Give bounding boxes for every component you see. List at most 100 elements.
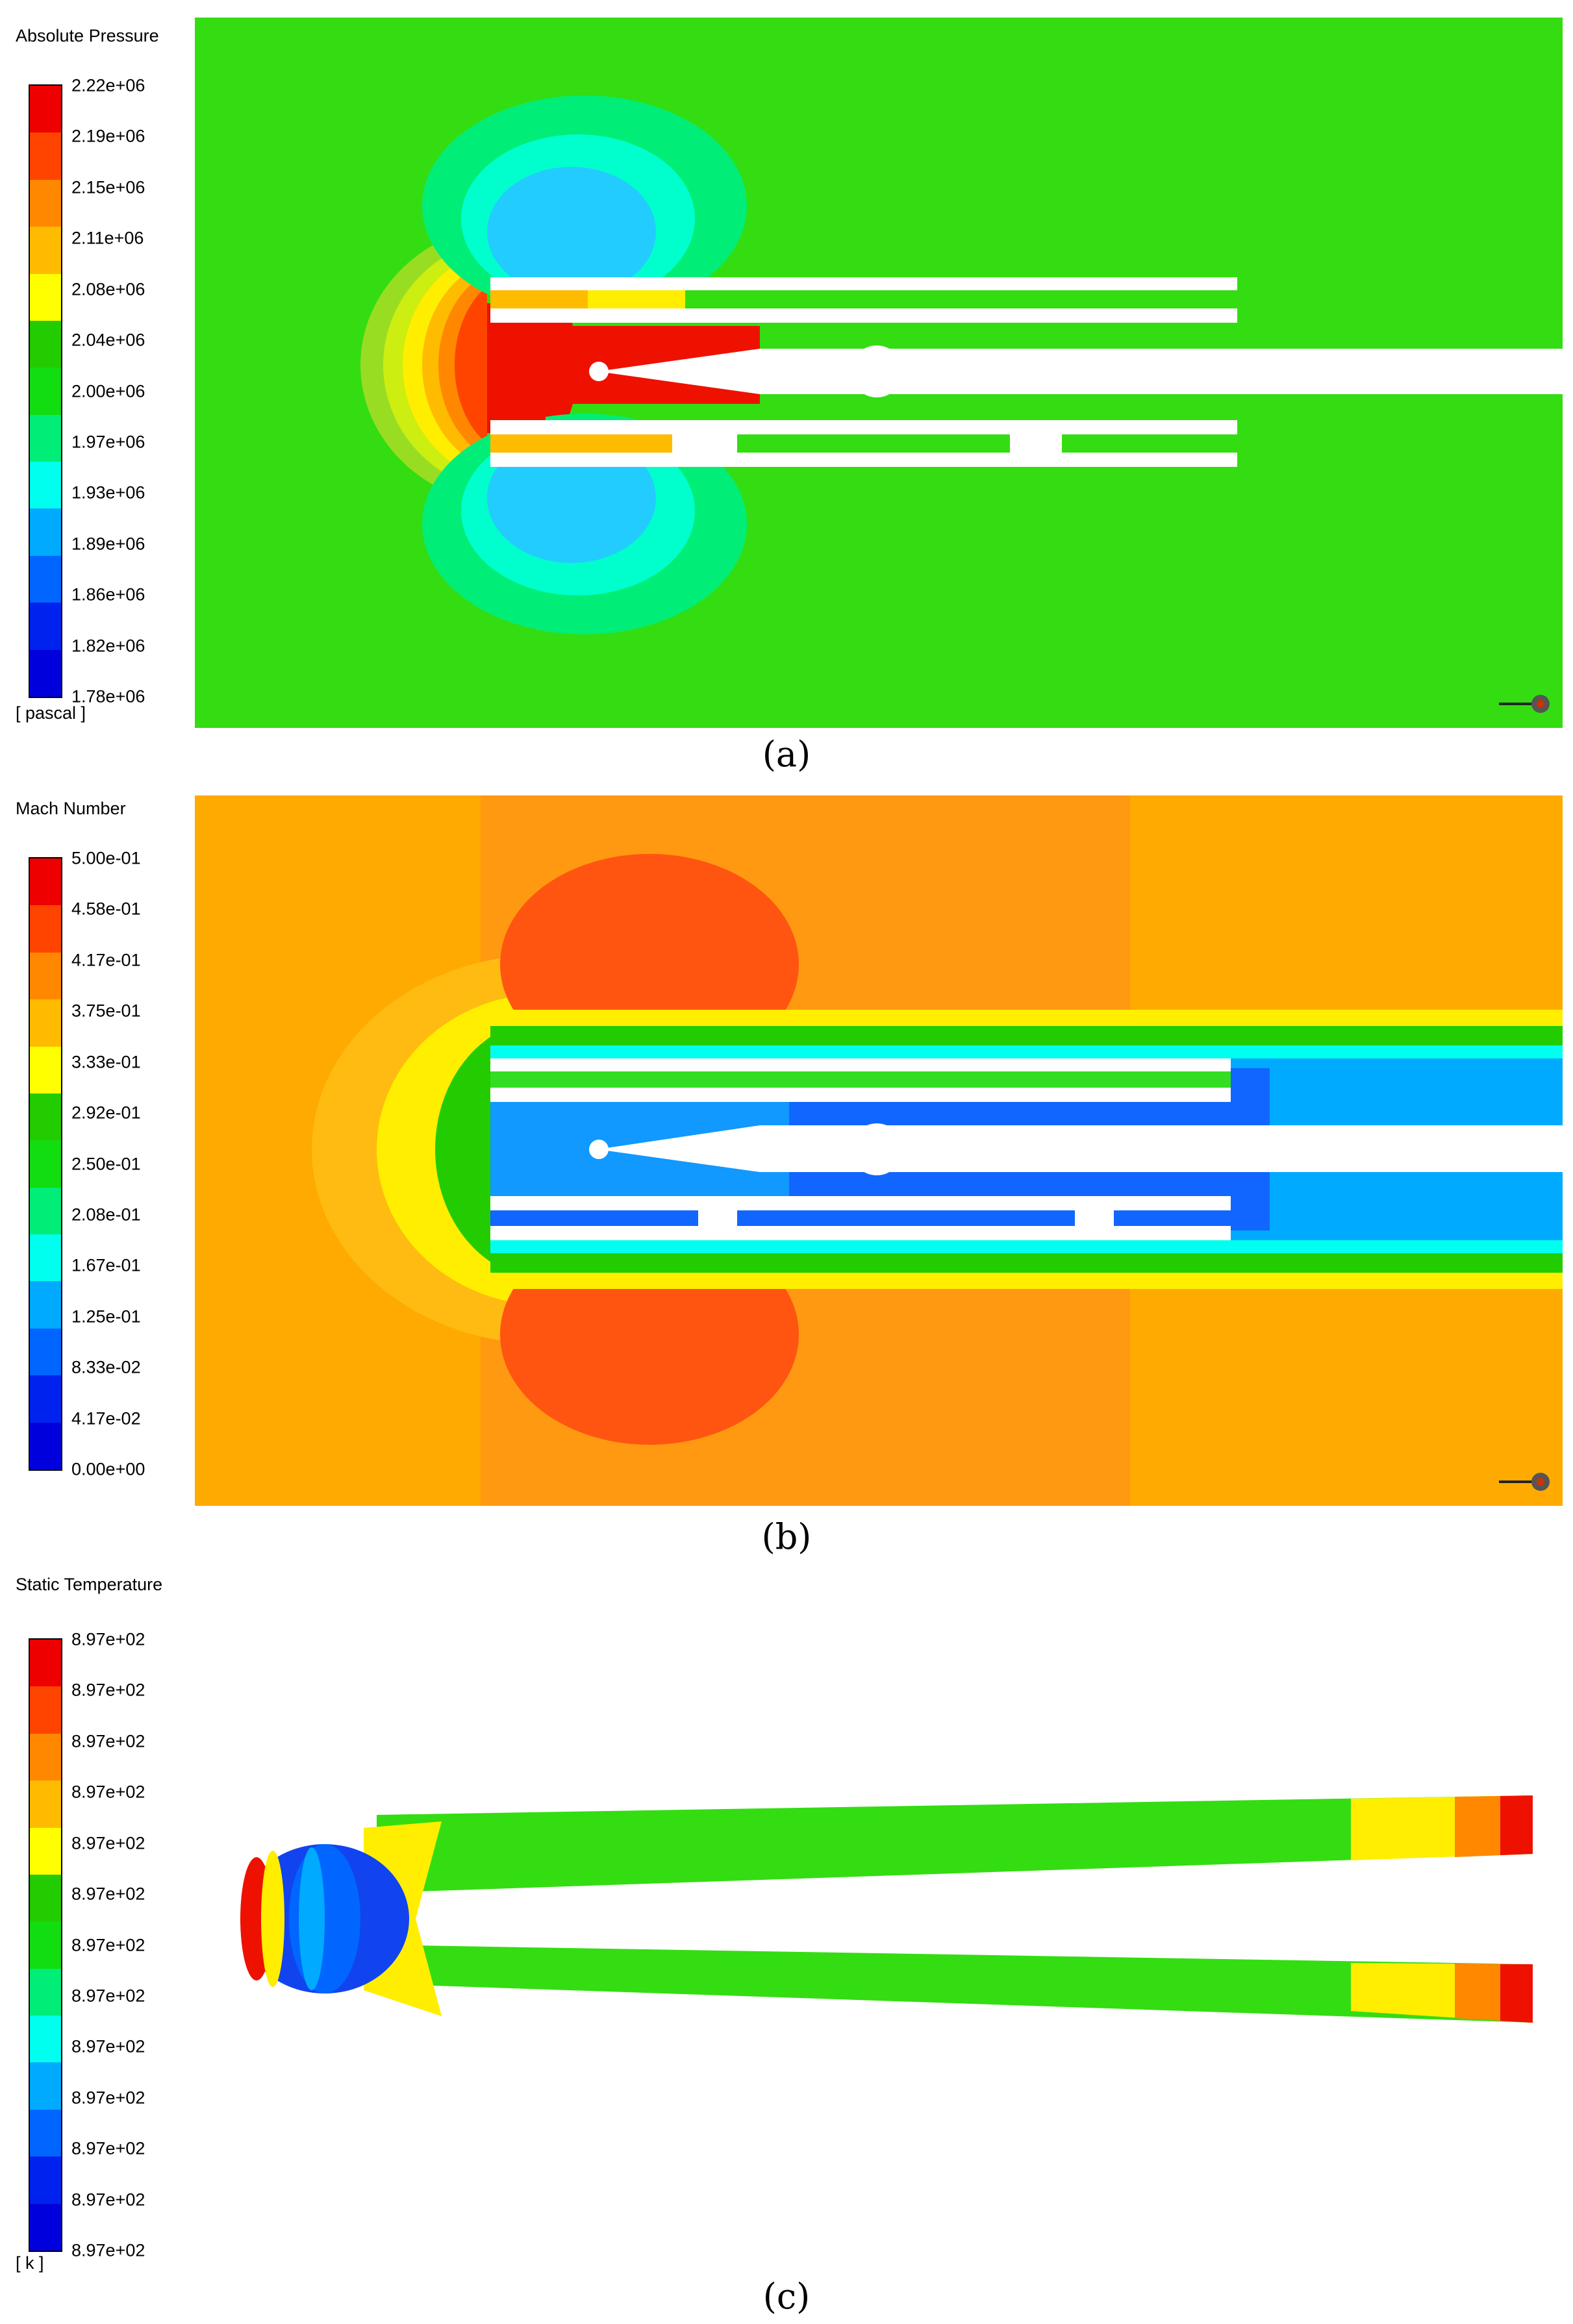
legend-color-segment (30, 1140, 61, 1188)
legend-tick-label: 2.92e-01 (71, 1103, 141, 1123)
legend-color-segment (30, 1827, 61, 1875)
legend-tick-label: 8.97e+02 (71, 2138, 145, 2158)
temperature-contour-plot (234, 1756, 1546, 2081)
contour-image (360, 95, 1563, 634)
legend-color-segment (30, 1874, 61, 1922)
legend-tick-label: 8.97e+02 (71, 2240, 145, 2260)
legend-color-segment (30, 227, 61, 274)
legend-color-segment (30, 86, 61, 133)
legend-color-segment (30, 1375, 61, 1423)
legend-color-segment (30, 1780, 61, 1828)
panel-static-temperature: Static Temperature 8.97e+02 8.97e+02 8.97e… (0, 1562, 1573, 2324)
legend-color-segment (30, 858, 61, 906)
legend-tick-label: 1.89e+06 (71, 534, 145, 554)
legend-tick-label: 3.75e-01 (71, 1001, 141, 1021)
legend-color-segment (30, 320, 61, 368)
legend-color-segment (30, 1234, 61, 1282)
legend-color-segment (30, 1640, 61, 1687)
axis-triad-icon (1495, 1469, 1554, 1498)
legend-tick-label: 8.97e+02 (71, 1986, 145, 2006)
legend-tick-label: 1.78e+06 (71, 686, 145, 706)
legend-tick-label: 8.97e+02 (71, 1884, 145, 1904)
legend-tick-label: 1.82e+06 (71, 636, 145, 656)
legend-color-segment (30, 2109, 61, 2157)
legend-tick-label: 8.97e+02 (71, 1680, 145, 1700)
legend-color-segment (30, 2156, 61, 2204)
legend-color-segment (30, 462, 61, 509)
legend-color-segment (30, 999, 61, 1047)
legend-color-segment (30, 273, 61, 321)
panel-caption: (a) (762, 734, 811, 775)
legend-tick-label: 2.08e+06 (71, 279, 145, 299)
legend-tick-label: 2.50e-01 (71, 1154, 141, 1173)
legend-title: Static Temperature (16, 1575, 163, 1594)
legend-tick-label: 8.97e+02 (71, 2088, 145, 2108)
legend-tick-label: 2.04e+06 (71, 330, 145, 350)
legend-unit: [ k ] (16, 2253, 44, 2273)
legend-tick-label: 4.58e-01 (71, 899, 141, 919)
legend-color-segment (30, 368, 61, 415)
legend-tick-label: 8.97e+02 (71, 1782, 145, 1802)
legend-color-segment (30, 2016, 61, 2063)
legend-color-segment (30, 603, 61, 650)
legend-color-segment (30, 1733, 61, 1781)
pressure-contour-plot (195, 18, 1563, 728)
legend-tick-label: 5.00e-01 (71, 848, 141, 868)
legend-color-segment (30, 555, 61, 603)
legend-tick-label: 2.00e+06 (71, 381, 145, 401)
legend-color-segment (30, 1422, 61, 1469)
legend-color-segment (30, 1281, 61, 1329)
contour-image (312, 795, 1563, 1506)
legend-tick-label: 8.97e+02 (71, 1935, 145, 1955)
legend-tick-label: 4.17e-02 (71, 1408, 141, 1429)
legend-tick-label: 8.97e+02 (71, 1731, 145, 1751)
axis-triad-icon (1495, 691, 1554, 720)
legend-color-segment (30, 952, 61, 1000)
legend-tick-label: 3.33e-01 (71, 1052, 141, 1072)
legend-color-segment (30, 2062, 61, 2110)
legend-color-segment (30, 905, 61, 953)
legend-color-segment (30, 1686, 61, 1734)
color-legend-bar (29, 857, 62, 1471)
legend-tick-label: 8.33e-02 (71, 1357, 141, 1377)
legend-color-segment (30, 1968, 61, 2016)
color-legend-bar (29, 84, 62, 698)
legend-tick-label: 1.93e+06 (71, 482, 145, 503)
legend-tick-label: 1.86e+06 (71, 584, 145, 605)
legend-tick-label: 8.97e+02 (71, 2190, 145, 2210)
color-legend-bar (29, 1638, 62, 2252)
legend-tick-label: 1.25e-01 (71, 1306, 141, 1327)
legend-color-segment (30, 2203, 61, 2251)
legend-tick-label: 2.08e-01 (71, 1205, 141, 1225)
legend-tick-label: 0.00e+00 (71, 1459, 145, 1479)
legend-tick-label: 2.19e+06 (71, 126, 145, 146)
legend-tick-label: 2.15e+06 (71, 177, 145, 197)
panel-mach-number: Mach Number 5.00e-01 4.58e-01 4.17e-01 3.75… (0, 776, 1573, 1565)
legend-tick-label: 2.22e+06 (71, 75, 145, 95)
legend-title: Absolute Pressure (16, 26, 159, 45)
legend-tick-label: 1.97e+06 (71, 432, 145, 452)
legend-tick-label: 1.67e-01 (71, 1255, 141, 1275)
legend-unit: [ pascal ] (16, 703, 86, 723)
legend-tick-label: 8.97e+02 (71, 1833, 145, 1853)
legend-color-segment (30, 1046, 61, 1093)
legend-color-segment (30, 1093, 61, 1141)
contour-image (240, 1795, 1533, 2023)
legend-tick-label: 8.97e+02 (71, 1629, 145, 1649)
legend-color-segment (30, 179, 61, 227)
legend-tick-label: 4.17e-01 (71, 950, 141, 970)
legend-color-segment (30, 1328, 61, 1376)
panel-caption: (c) (762, 2276, 811, 2317)
legend-color-segment (30, 508, 61, 556)
legend-color-segment (30, 132, 61, 180)
legend-title: Mach Number (16, 799, 126, 818)
panel-caption: (b) (761, 1516, 812, 1557)
legend-color-segment (30, 1187, 61, 1234)
legend-color-segment (30, 414, 61, 462)
mach-contour-plot (195, 795, 1563, 1506)
legend-color-segment (30, 1921, 61, 1969)
legend-tick-label: 2.11e+06 (71, 228, 144, 248)
legend-tick-label: 8.97e+02 (71, 2036, 145, 2056)
legend-color-segment (30, 649, 61, 697)
panel-absolute-pressure: Absolute Pressure 2.22e+06 2.19e+06 2.15e+… (0, 0, 1573, 789)
